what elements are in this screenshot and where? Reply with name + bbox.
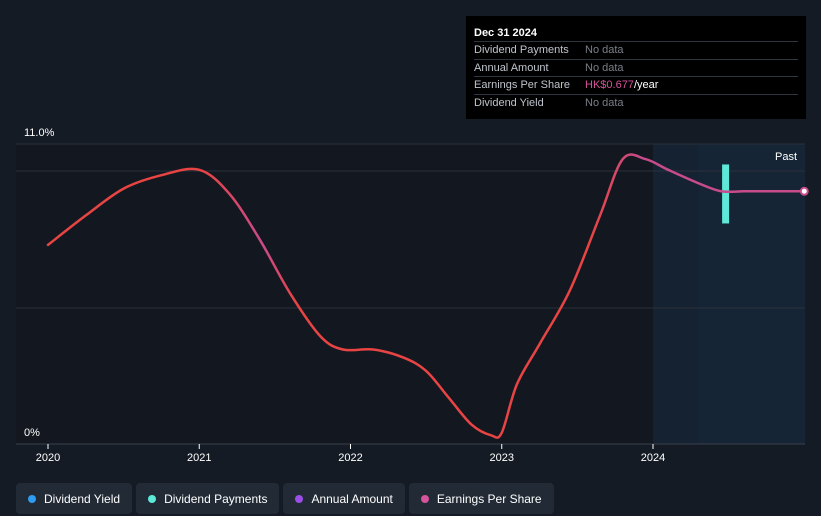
tooltip-value: No data	[585, 44, 624, 56]
tooltip-label: Annual Amount	[474, 61, 549, 74]
past-label: Past	[775, 151, 797, 163]
data-tooltip: Dec 31 2024 Dividend Payments No data An…	[466, 16, 806, 119]
legend-label: Dividend Payments	[164, 491, 268, 506]
x-tick-label: 2024	[641, 452, 665, 464]
tooltip-label: Earnings Per Share	[474, 79, 570, 91]
legend-label: Annual Amount	[311, 491, 393, 506]
tooltip-row-dividend-yield: Dividend Yield No data	[474, 93, 798, 112]
dividend-chart: 11.0% 0% 2020 2021 2022 2023 2024 Past	[16, 127, 809, 464]
tooltip-label: Dividend Yield	[474, 96, 544, 109]
legend-label: Earnings Per Share	[436, 491, 542, 506]
legend-label: Dividend Yield	[44, 491, 121, 506]
eps-amount: HK$0.677	[585, 79, 634, 91]
legend-dot-icon	[28, 494, 36, 503]
chart-legend: Dividend Yield Dividend Payments Annual …	[16, 483, 554, 514]
dividend-payment-bar	[722, 164, 730, 224]
tooltip-value: HK$0.677/year	[585, 77, 658, 94]
legend-item-dividend-yield[interactable]: Dividend Yield	[16, 483, 133, 514]
tooltip-row-annual-amount: Annual Amount No data	[474, 58, 798, 77]
y-axis-top-label: 11.0%	[24, 127, 55, 139]
past-region-highlight	[698, 144, 805, 444]
legend-item-annual-amount[interactable]: Annual Amount	[283, 483, 405, 514]
legend-dot-icon	[420, 494, 429, 503]
tooltip-value: No data	[585, 61, 624, 74]
x-tick-label: 2021	[187, 452, 211, 464]
x-tick-label: 2023	[490, 452, 514, 464]
line-end-marker	[799, 186, 809, 196]
legend-item-earnings-per-share[interactable]: Earnings Per Share	[408, 483, 554, 514]
tooltip-row-dividend-payments: Dividend Payments No data	[474, 41, 798, 59]
dividend-yield-line	[46, 153, 806, 439]
x-tick-label: 2020	[36, 452, 60, 464]
eps-suffix: /year	[633, 79, 659, 91]
legend-dot-icon	[295, 494, 304, 503]
tooltip-date: Dec 31 2024	[474, 27, 537, 39]
legend-dot-icon	[148, 494, 157, 503]
legend-item-dividend-payments[interactable]: Dividend Payments	[136, 483, 280, 514]
x-tick-label: 2022	[338, 452, 362, 464]
y-axis-bottom-label: 0%	[24, 427, 40, 439]
tooltip-value: No data	[585, 96, 624, 109]
tooltip-label: Dividend Payments	[474, 44, 569, 56]
tooltip-row-eps: Earnings Per Share HK$0.677/year	[474, 76, 798, 94]
